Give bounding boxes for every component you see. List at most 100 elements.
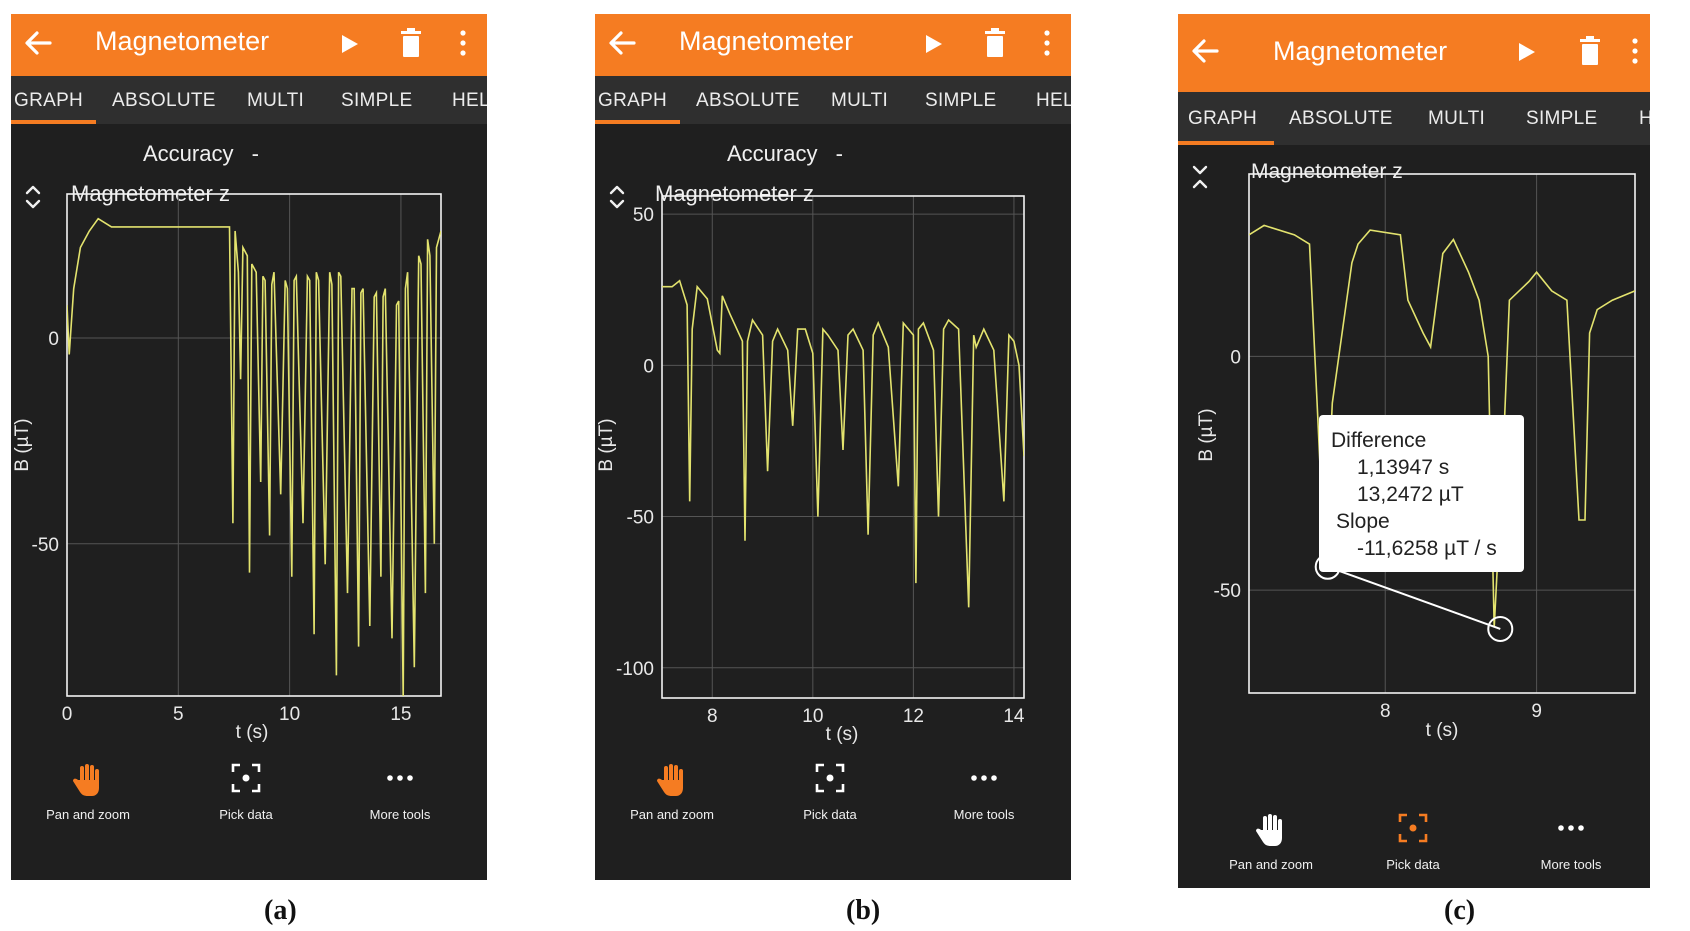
more-vert-icon[interactable] — [1042, 27, 1052, 59]
x-tick-label: 14 — [1003, 706, 1025, 727]
more-vert-icon[interactable] — [1630, 35, 1640, 67]
tool-label: Pick data — [219, 807, 273, 822]
grid — [662, 196, 1024, 698]
tab-graph[interactable]: GRAPH — [598, 90, 668, 111]
app-title: Magnetometer — [679, 26, 854, 56]
tool-pick-data[interactable]: Pick data — [1338, 802, 1488, 888]
tool-pick-data[interactable]: Pick data — [755, 752, 905, 838]
collapse-toggle-icon[interactable] — [1190, 162, 1210, 192]
x-axis-label: t (s) — [826, 724, 859, 745]
crosshair-icon — [1398, 813, 1428, 843]
x-tick-label: 12 — [903, 706, 924, 727]
pick-data-tooltip: Difference 1,13947 s 13,2472 µT Slope -1… — [1319, 415, 1524, 572]
back-arrow-icon[interactable] — [607, 28, 637, 58]
expand-toggle-icon[interactable] — [607, 182, 627, 212]
tool-pan-and-zoom[interactable]: Pan and zoom — [597, 752, 747, 838]
series-line — [67, 217, 441, 696]
graph-title: Magnetometer z — [655, 181, 814, 206]
y-axis-label: B (µT) — [596, 418, 617, 471]
tab-simple[interactable]: SIMPLE — [925, 90, 997, 111]
y-tick-label: 0 — [1230, 347, 1241, 368]
tab-multi[interactable]: MULTI — [247, 90, 305, 111]
y-axis-label: B (µT) — [12, 418, 33, 471]
tab-help[interactable]: HELP — [452, 90, 487, 111]
accuracy-value: - — [251, 141, 259, 166]
x-axis-label: t (s) — [1426, 720, 1459, 741]
tab-absolute[interactable]: ABSOLUTE — [696, 90, 800, 111]
play-icon[interactable] — [339, 32, 361, 56]
slope-label: Slope — [1336, 510, 1390, 533]
y-tick-label: 50 — [633, 205, 654, 226]
tab-bar: GRAPH ABSOLUTE MULTI SIMPLE HELP — [11, 76, 487, 124]
difference-field: 13,2472 µT — [1357, 483, 1464, 506]
more-vert-icon[interactable] — [458, 27, 468, 59]
plot-frame — [66, 193, 442, 697]
tab-absolute[interactable]: ABSOLUTE — [112, 90, 216, 111]
x-tick-label: 8 — [707, 706, 718, 727]
app-title: Magnetometer — [95, 26, 270, 56]
x-tick-label: 10 — [802, 706, 823, 727]
active-tab-indicator — [11, 120, 96, 124]
tab-multi[interactable]: MULTI — [1428, 108, 1486, 129]
hand-icon — [657, 764, 683, 796]
tab-absolute[interactable]: ABSOLUTE — [1289, 108, 1393, 129]
more-horizontal-icon — [971, 775, 997, 781]
more-horizontal-icon — [387, 775, 413, 781]
trash-icon[interactable] — [983, 27, 1007, 59]
y-tick-label: -50 — [627, 508, 654, 529]
crosshair-icon — [815, 763, 845, 793]
y-tick-label: 0 — [48, 329, 59, 350]
accuracy-value: - — [835, 141, 843, 166]
tab-help[interactable]: HELP — [1639, 108, 1650, 129]
x-tick-label: 9 — [1531, 701, 1542, 722]
tab-multi[interactable]: MULTI — [831, 90, 889, 111]
tab-simple[interactable]: SIMPLE — [341, 90, 413, 111]
tool-more-tools[interactable]: More tools — [909, 752, 1059, 838]
tool-label: Pan and zoom — [630, 807, 714, 822]
phone-screen-a: Magnetometer GRAPH ABSOLUTE MULTI SIMPLE… — [11, 14, 487, 880]
tab-graph[interactable]: GRAPH — [14, 90, 84, 111]
bottom-toolbar: Pan and zoom Pick data More tools — [1178, 802, 1650, 888]
phone-screen-b: Magnetometer GRAPH ABSOLUTE MULTI SIMPLE… — [595, 14, 1071, 880]
y-tick-label: 0 — [643, 356, 654, 377]
graph-area[interactable]: 8 9 -50 0 t (s) B (µT) — [1178, 14, 1650, 804]
tool-pick-data[interactable]: Pick data — [171, 752, 321, 838]
tab-help[interactable]: HELP — [1036, 90, 1071, 111]
tab-graph[interactable]: GRAPH — [1188, 108, 1258, 129]
bottom-toolbar: Pan and zoom Pick data More tools — [11, 752, 487, 838]
play-icon[interactable] — [923, 32, 945, 56]
bottom-toolbar: Pan and zoom Pick data More tools — [595, 752, 1071, 838]
x-tick-label: 5 — [173, 704, 184, 725]
graph-area[interactable]: 8 10 12 14 -100 -50 0 50 t (s) B (µT) — [595, 14, 1071, 794]
back-arrow-icon[interactable] — [1190, 36, 1220, 66]
x-axis-label: t (s) — [236, 722, 269, 743]
tool-label: Pick data — [803, 807, 857, 822]
difference-time: 1,13947 s — [1357, 456, 1450, 479]
y-tick-label: -50 — [1214, 581, 1241, 602]
trash-icon[interactable] — [1578, 35, 1602, 67]
tool-more-tools[interactable]: More tools — [1496, 802, 1646, 888]
caption-c: (c) — [1444, 895, 1476, 926]
back-arrow-icon[interactable] — [23, 28, 53, 58]
app-bar: Magnetometer — [11, 14, 487, 76]
play-icon[interactable] — [1516, 40, 1538, 64]
trash-icon[interactable] — [399, 27, 423, 59]
pick-data-marker — [1487, 615, 1514, 642]
accuracy-row: Accuracy - — [727, 141, 843, 167]
accuracy-label: Accuracy — [727, 141, 818, 166]
tool-label: More tools — [1540, 857, 1602, 872]
tool-more-tools[interactable]: More tools — [325, 752, 475, 838]
caption-b: (b) — [846, 895, 881, 926]
x-tick-label: 10 — [279, 704, 300, 725]
tab-simple[interactable]: SIMPLE — [1526, 108, 1598, 129]
graph-area[interactable]: 0 5 10 15 -50 0 t (s) B (µT) — [11, 14, 487, 794]
tab-bar: GRAPH ABSOLUTE MULTI SIMPLE HELP — [595, 76, 1071, 124]
slope-value: -11,6258 µT / s — [1357, 537, 1497, 560]
tool-label: More tools — [369, 807, 431, 822]
tool-pan-and-zoom[interactable]: Pan and zoom — [13, 752, 163, 838]
accuracy-row: Accuracy - — [143, 141, 259, 167]
tool-label: Pan and zoom — [46, 807, 130, 822]
tool-pan-and-zoom[interactable]: Pan and zoom — [1196, 802, 1346, 888]
accuracy-label: Accuracy — [143, 141, 234, 166]
expand-toggle-icon[interactable] — [23, 182, 43, 212]
